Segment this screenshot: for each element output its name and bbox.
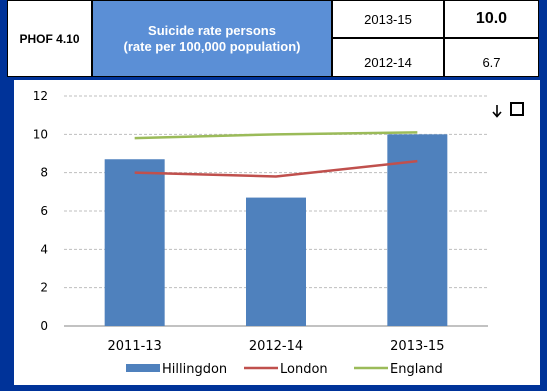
- value-current: 10.0: [444, 0, 539, 38]
- period-previous: 2012-14: [332, 38, 444, 77]
- y-tick-label: 12: [33, 89, 48, 103]
- x-tick-label: 2011-13: [108, 339, 162, 354]
- sort-icon[interactable]: [490, 102, 504, 120]
- indicator-title: Suicide rate persons (rate per 100,000 p…: [92, 0, 332, 77]
- x-tick-label: 2013-15: [390, 339, 444, 354]
- bar-hillingdon: [104, 159, 165, 326]
- indicator-id: PHOF 4.10: [7, 0, 92, 77]
- expand-icon[interactable]: [510, 102, 524, 116]
- y-tick-label: 4: [40, 242, 48, 256]
- value-previous: 6.7: [444, 38, 539, 77]
- legend-label: England: [390, 362, 443, 377]
- y-tick-label: 2: [40, 281, 48, 295]
- y-tick-label: 0: [40, 319, 48, 333]
- y-tick-label: 10: [33, 127, 48, 141]
- legend-swatch-hillingdon: [126, 364, 160, 372]
- indicator-header-table: PHOF 4.10 Suicide rate persons (rate per…: [7, 0, 539, 77]
- chart-svg: 0 2 4 6 8 10 12 2011-13 2012-14 2013-15 Hillingdon…: [33, 89, 488, 377]
- x-tick-label: 2012-14: [249, 339, 303, 354]
- legend-label: Hillingdon: [162, 362, 227, 377]
- line-london: [134, 159, 418, 178]
- bar-hillingdon: [246, 197, 306, 326]
- bar-hillingdon: [387, 134, 448, 326]
- period-current: 2013-15: [332, 0, 444, 38]
- y-tick-label: 6: [40, 204, 48, 218]
- line-england: [134, 131, 418, 140]
- chart-container: 0 2 4 6 8 10 12 2011-13 2012-14 2013-15 Hillingdon…: [14, 80, 540, 385]
- y-tick-label: 8: [40, 166, 48, 180]
- legend-label: London: [280, 362, 328, 377]
